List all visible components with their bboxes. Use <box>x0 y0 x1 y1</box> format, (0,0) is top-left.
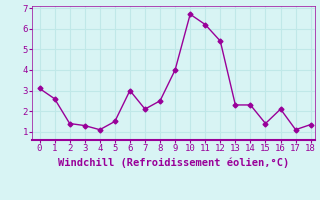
X-axis label: Windchill (Refroidissement éolien,°C): Windchill (Refroidissement éolien,°C) <box>58 157 289 168</box>
